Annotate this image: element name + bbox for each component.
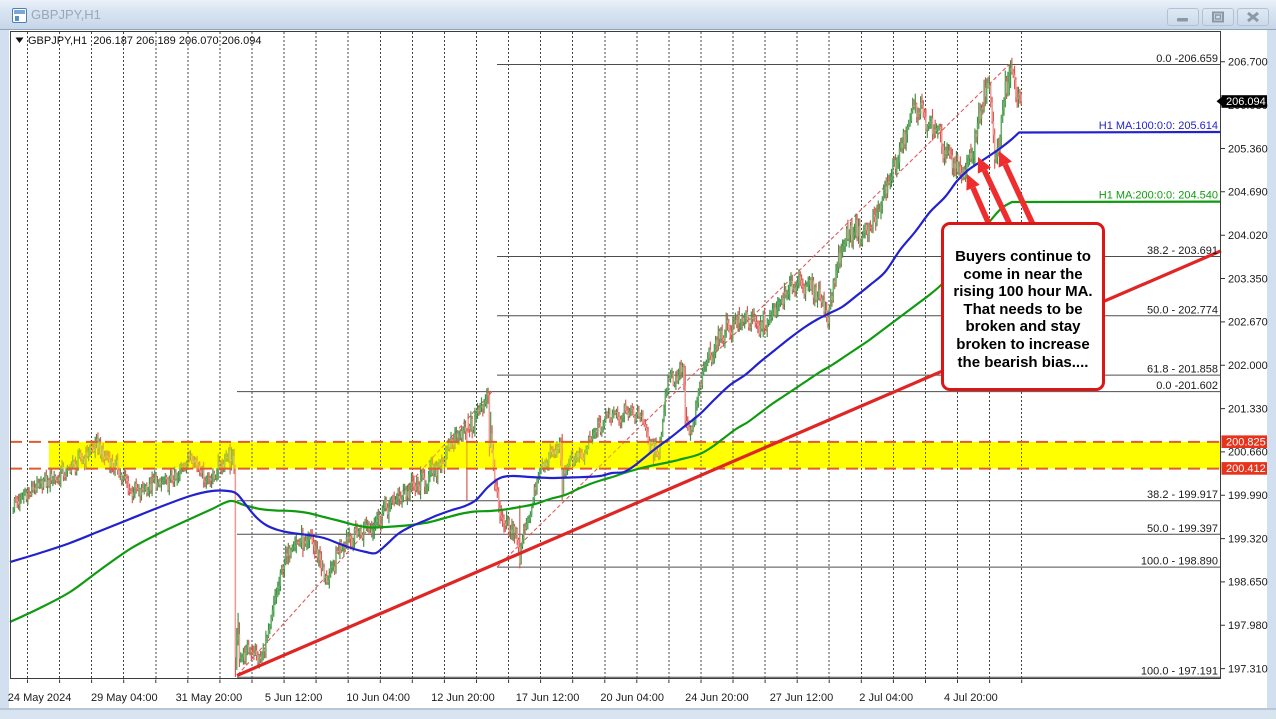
svg-text:197.310: 197.310 xyxy=(1228,663,1268,675)
svg-text:31 May 20:00: 31 May 20:00 xyxy=(176,692,243,704)
svg-text:29 May 04:00: 29 May 04:00 xyxy=(91,692,158,704)
svg-text:24 Jun 20:00: 24 Jun 20:00 xyxy=(685,692,749,704)
svg-text:198.650: 198.650 xyxy=(1228,577,1268,589)
svg-text:61.8 - 201.858: 61.8 - 201.858 xyxy=(1147,364,1218,376)
svg-text:0.0 -206.659: 0.0 -206.659 xyxy=(1156,53,1218,65)
svg-text:204.020: 204.020 xyxy=(1228,230,1268,242)
svg-text:202.000: 202.000 xyxy=(1228,360,1268,372)
svg-text:206.700: 206.700 xyxy=(1228,57,1268,69)
svg-text:199.990: 199.990 xyxy=(1228,490,1268,502)
svg-text:38.2 - 203.691: 38.2 - 203.691 xyxy=(1147,245,1218,257)
svg-text:100.0 - 197.191: 100.0 - 197.191 xyxy=(1141,666,1218,678)
svg-text:27 Jun 12:00: 27 Jun 12:00 xyxy=(770,692,834,704)
svg-text:24 May 2024: 24 May 2024 xyxy=(8,692,72,704)
svg-text:50.0 - 199.397: 50.0 - 199.397 xyxy=(1147,523,1218,535)
svg-text:H1 MA:200:0:0: 204.540: H1 MA:200:0:0: 204.540 xyxy=(1099,190,1218,202)
svg-text:200.825: 200.825 xyxy=(1226,436,1266,448)
svg-text:4 Jul 20:00: 4 Jul 20:00 xyxy=(944,692,998,704)
svg-text:20 Jun 04:00: 20 Jun 04:00 xyxy=(600,692,664,704)
svg-text:2 Jul 04:00: 2 Jul 04:00 xyxy=(859,692,913,704)
svg-text:12 Jun 20:00: 12 Jun 20:00 xyxy=(431,692,495,704)
svg-text:203.350: 203.350 xyxy=(1228,273,1268,285)
svg-text:5 Jun 12:00: 5 Jun 12:00 xyxy=(265,692,323,704)
svg-text:100.0 - 198.890: 100.0 - 198.890 xyxy=(1141,556,1218,568)
svg-text:38.2 - 199.917: 38.2 - 199.917 xyxy=(1147,489,1218,501)
svg-text:200.660: 200.660 xyxy=(1228,447,1268,459)
svg-text:205.360: 205.360 xyxy=(1228,143,1268,155)
svg-text:10 Jun 04:00: 10 Jun 04:00 xyxy=(346,692,410,704)
svg-text:202.670: 202.670 xyxy=(1228,317,1268,329)
svg-text:0.0 -201.602: 0.0 -201.602 xyxy=(1156,380,1218,392)
svg-text:50.0 - 202.774: 50.0 - 202.774 xyxy=(1147,304,1218,316)
svg-text:206.094: 206.094 xyxy=(1226,96,1266,108)
svg-text:197.980: 197.980 xyxy=(1228,620,1268,632)
svg-text:17 Jun 12:00: 17 Jun 12:00 xyxy=(516,692,580,704)
svg-text:H1 MA:100:0:0: 205.614: H1 MA:100:0:0: 205.614 xyxy=(1099,120,1218,132)
svg-text:GBPJPY,H1 206.187 206.189 206: GBPJPY,H1 206.187 206.189 206.070 206.09… xyxy=(28,35,261,47)
svg-text:201.330: 201.330 xyxy=(1228,403,1268,415)
svg-text:204.690: 204.690 xyxy=(1228,187,1268,199)
svg-text:199.320: 199.320 xyxy=(1228,533,1268,545)
svg-text:200.412: 200.412 xyxy=(1226,463,1266,475)
